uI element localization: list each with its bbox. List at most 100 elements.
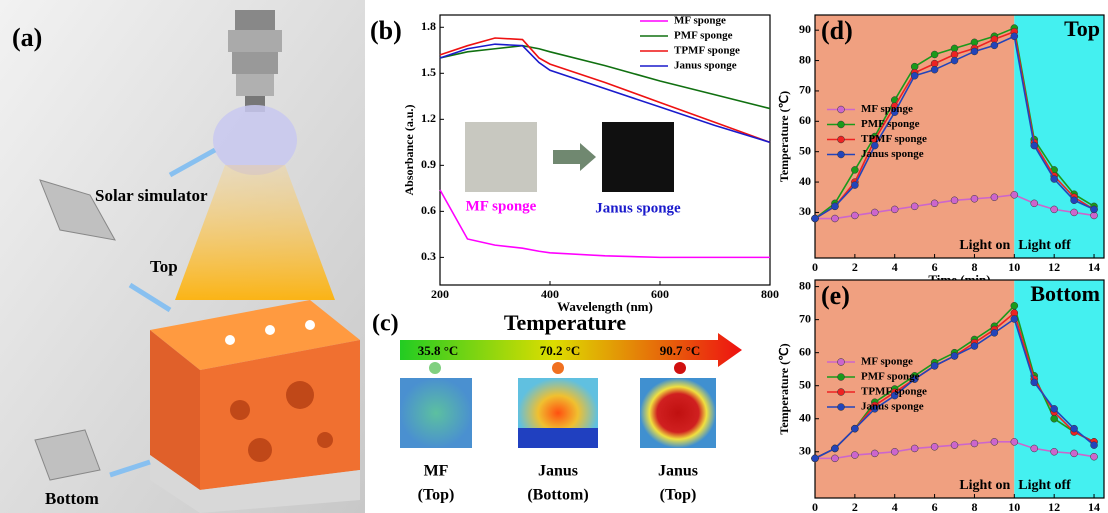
- x-tick-label: 14: [1088, 500, 1100, 513]
- region-label: Light on: [959, 478, 1010, 493]
- legend-label: MF sponge: [861, 356, 913, 368]
- reading: 35.8 °C: [418, 343, 459, 358]
- data-point: [931, 200, 938, 207]
- data-point: [831, 215, 838, 222]
- x-tick-label: 0: [812, 500, 818, 513]
- data-point: [971, 440, 978, 447]
- reading: 90.7 °C: [660, 343, 701, 358]
- legend-marker: [838, 389, 845, 396]
- data-point: [1011, 33, 1018, 40]
- data-point: [1071, 450, 1078, 457]
- legend-label: TPMF sponge: [861, 386, 927, 398]
- y-tick-label: 0.6: [421, 203, 436, 217]
- y-tick-label: 40: [799, 174, 811, 188]
- sample-label: (Top): [418, 487, 455, 504]
- legend-label: PMF sponge: [674, 30, 733, 42]
- data-point: [1031, 379, 1038, 386]
- data-point: [1051, 415, 1058, 422]
- data-point: [851, 452, 858, 459]
- sponge-photo: [465, 122, 537, 192]
- legend-marker: [838, 404, 845, 411]
- arrow: [553, 143, 596, 171]
- data-point: [991, 42, 998, 49]
- data-point: [931, 362, 938, 369]
- data-point: [812, 215, 819, 222]
- legend-marker: [838, 121, 845, 128]
- legend-label: Janus sponge: [861, 148, 924, 160]
- data-point: [851, 425, 858, 432]
- data-point: [891, 206, 898, 213]
- legend-marker: [838, 151, 845, 158]
- data-point: [991, 329, 998, 336]
- region-label: Light on: [959, 238, 1010, 253]
- y-tick-label: 80: [799, 278, 811, 292]
- sample-label: MF: [424, 463, 449, 480]
- data-point: [831, 203, 838, 210]
- y-axis-label: Temperature (℃): [777, 91, 791, 182]
- sample-label: (Bottom): [527, 487, 588, 504]
- data-point: [1031, 200, 1038, 207]
- x-tick-label: 800: [761, 287, 779, 301]
- data-point: [971, 48, 978, 55]
- x-tick-label: 2: [852, 260, 858, 274]
- x-tick-label: 10: [1008, 260, 1020, 274]
- y-tick-label: 1.2: [421, 111, 436, 125]
- y-tick-label: 50: [799, 143, 811, 157]
- label: Top: [150, 257, 178, 276]
- data-point: [911, 203, 918, 210]
- thermal-image: [400, 378, 472, 448]
- x-tick-label: 200: [431, 287, 449, 301]
- y-tick-label: 70: [799, 311, 811, 325]
- data-point: [851, 166, 858, 173]
- y-tick-label: 90: [799, 22, 811, 36]
- y-axis-label: Absorbance (a.u.): [402, 104, 416, 195]
- y-tick-label: 30: [799, 444, 811, 458]
- inset: [465, 122, 674, 192]
- data-point: [1091, 442, 1098, 449]
- data-point: [1011, 302, 1018, 309]
- region-label: Light off: [1018, 238, 1071, 253]
- data-point: [951, 352, 958, 359]
- x-tick-label: 12: [1048, 500, 1060, 513]
- y-tick-label: 60: [799, 113, 811, 127]
- x-tick-label: 14: [1088, 260, 1100, 274]
- data-point: [871, 209, 878, 216]
- region: [1014, 15, 1104, 258]
- legend-marker: [838, 136, 845, 143]
- data-point: [931, 66, 938, 73]
- y-tick-label: 50: [799, 377, 811, 391]
- panel-label: (a): [12, 23, 42, 52]
- panel-label: (e): [821, 281, 850, 310]
- region: [1014, 280, 1104, 498]
- corner-label: Top: [1064, 16, 1100, 41]
- data-point: [931, 51, 938, 58]
- data-point: [1051, 206, 1058, 213]
- legend-marker: [838, 374, 845, 381]
- data-point: [951, 197, 958, 204]
- data-point: [851, 182, 858, 189]
- legend-label: PMF sponge: [861, 371, 920, 383]
- y-tick-label: 30: [799, 204, 811, 218]
- data-point: [871, 450, 878, 457]
- data-point: [1091, 206, 1098, 213]
- thermal-image: [640, 378, 716, 448]
- label: Bottom: [45, 489, 99, 508]
- sponge-cube: [150, 300, 360, 513]
- data-point: [911, 72, 918, 79]
- y-tick-label: 0.3: [421, 249, 436, 263]
- marker: [674, 362, 686, 374]
- legend-label: MF sponge: [861, 103, 913, 115]
- data-point: [1051, 448, 1058, 455]
- x-tick-label: 0: [812, 260, 818, 274]
- data-point: [812, 455, 819, 462]
- legend-label: Janus sponge: [861, 401, 924, 413]
- data-point: [991, 194, 998, 201]
- data-point: [831, 455, 838, 462]
- legend-marker: [838, 359, 845, 366]
- data-point: [951, 57, 958, 64]
- x-tick-label: 12: [1048, 260, 1060, 274]
- data-point: [951, 442, 958, 449]
- data-point: [1051, 405, 1058, 412]
- data-point: [831, 445, 838, 452]
- panel-c: (c) Temperature 35.8 °C 70.2 °C 90.7 °C …: [372, 310, 742, 504]
